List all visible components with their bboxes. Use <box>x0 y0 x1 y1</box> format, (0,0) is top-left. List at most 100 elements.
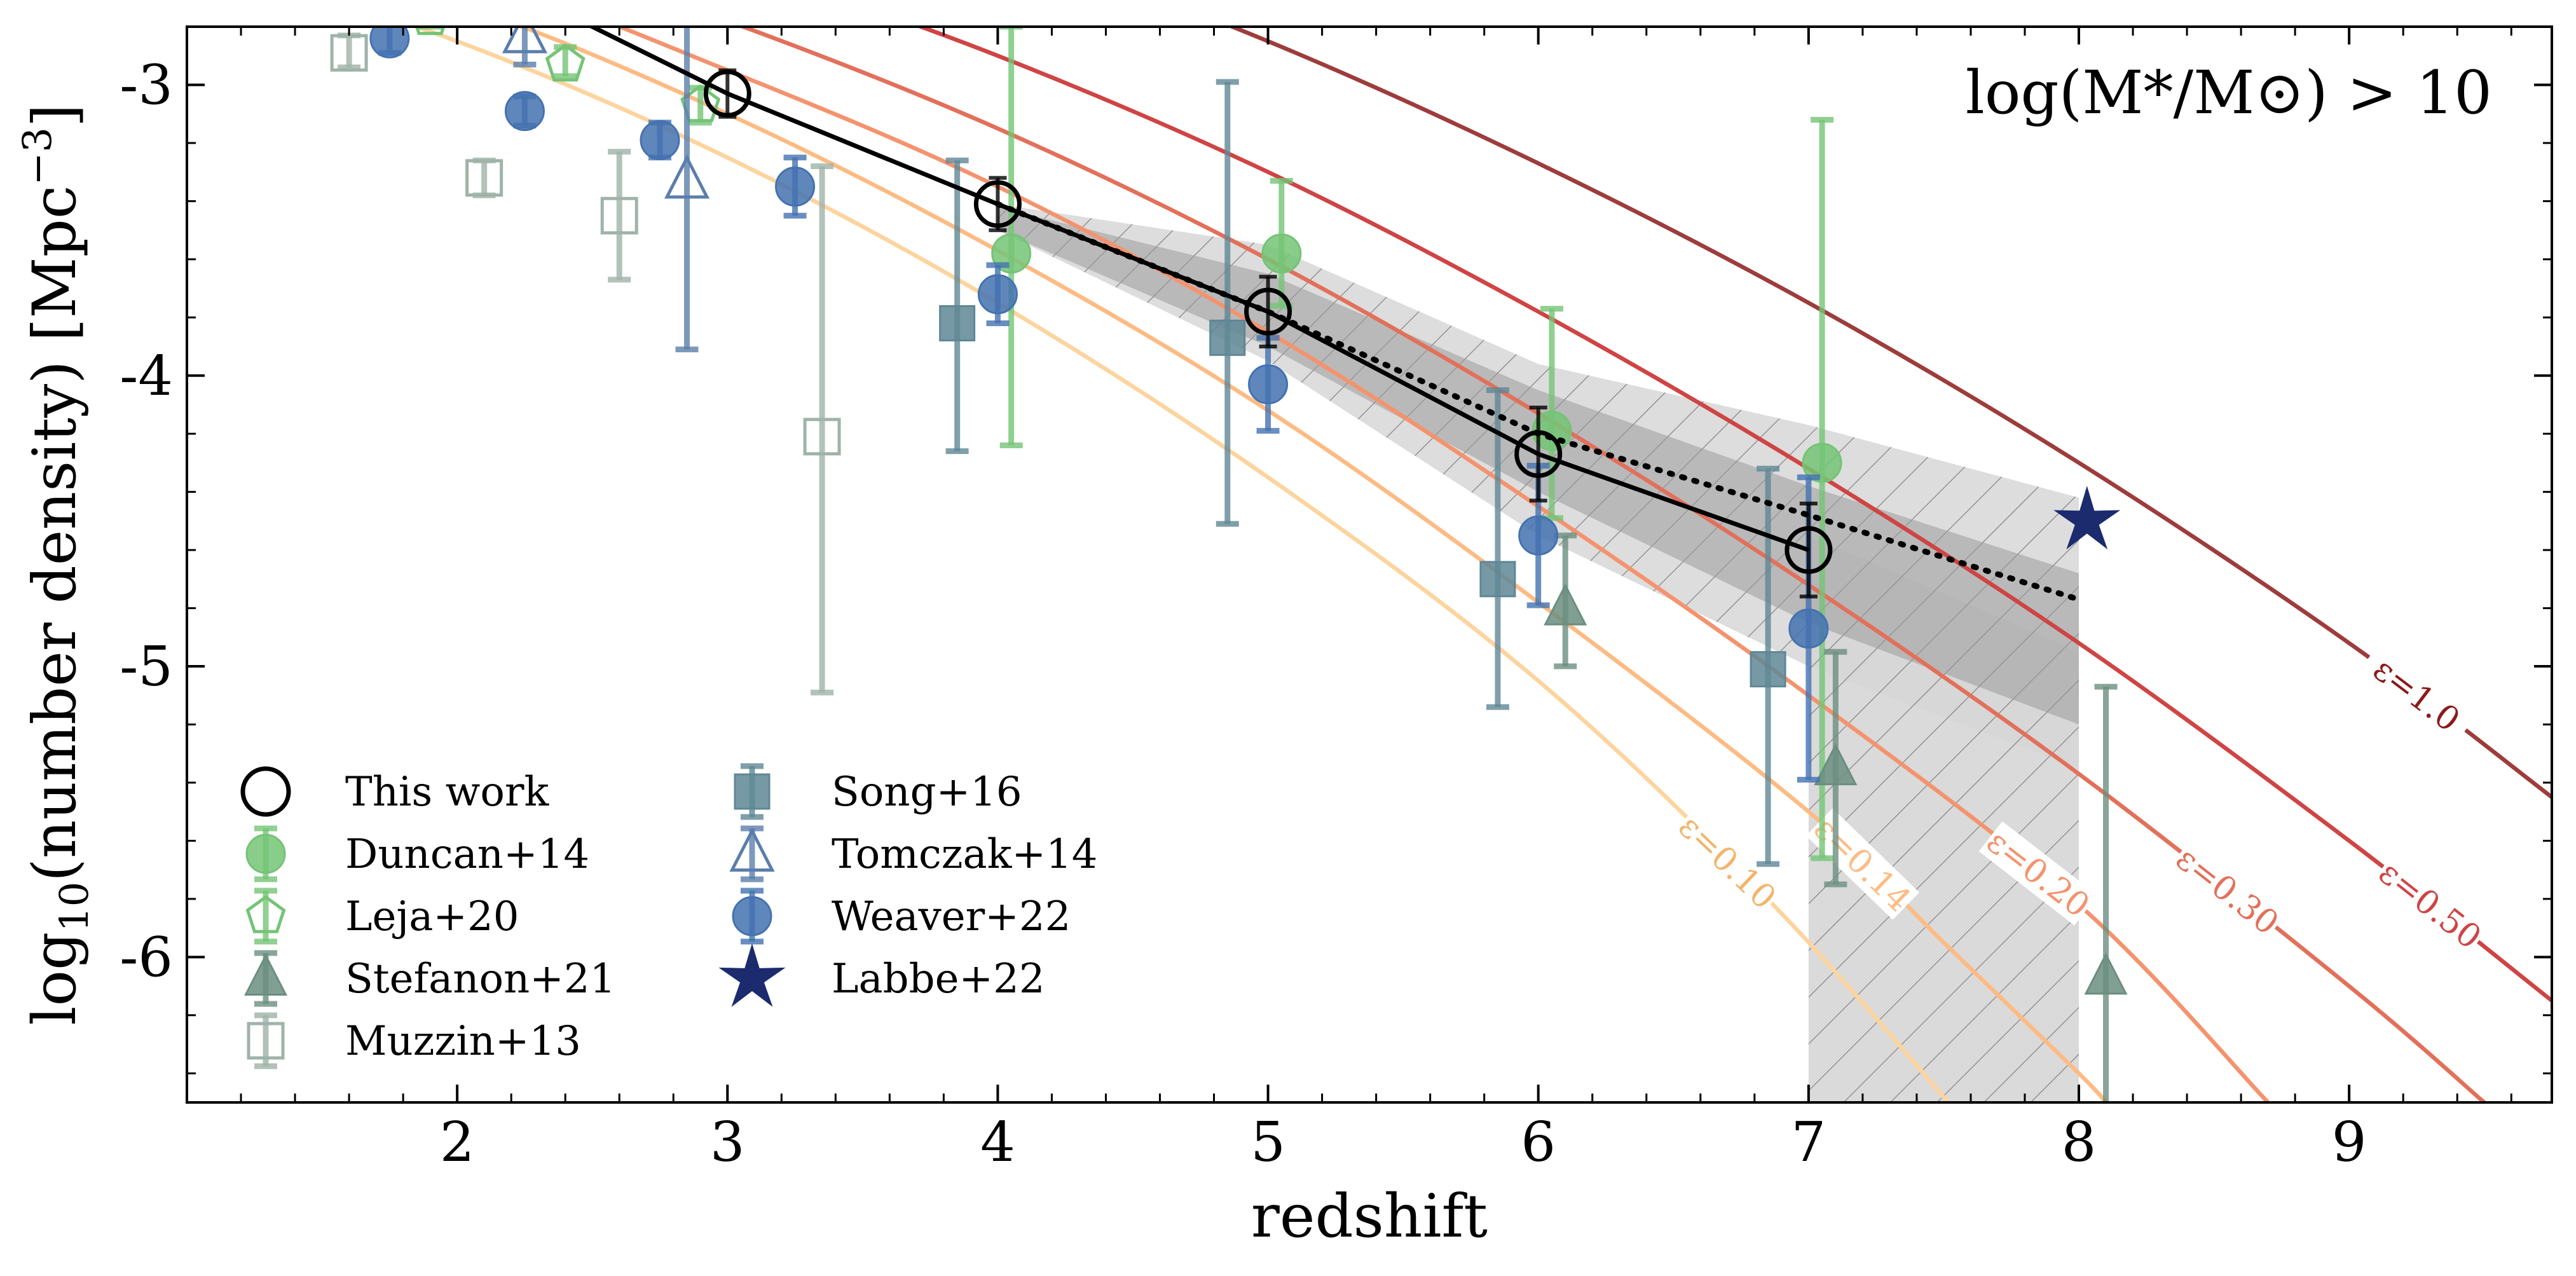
y-axis-title-part: 10 <box>51 882 97 932</box>
y-axis-title: log10(number density) [Mpc−3] <box>14 104 97 1025</box>
x-tick-label: 2 <box>440 1111 475 1174</box>
y-axis-title-part: (number density) [Mpc <box>20 186 90 882</box>
epsilon-label: ε=0.50 <box>2371 854 2488 957</box>
legend-entry: Weaver+22 <box>732 888 1071 945</box>
data-point <box>1750 651 1786 688</box>
data-point <box>1248 364 1289 404</box>
legend-label: Duncan+14 <box>345 831 589 878</box>
legend-label: This work <box>345 769 549 816</box>
uncertainty-bands <box>997 204 2079 1102</box>
legend-entry: Tomczak+14 <box>729 825 1098 882</box>
data-point <box>465 159 504 197</box>
epsilon-label: ε=1.0 <box>2366 650 2467 739</box>
this-work-point <box>1514 430 1563 478</box>
data-point <box>600 196 638 235</box>
data-point <box>939 305 976 341</box>
this-work-error <box>1529 406 1547 503</box>
epsilon-label-bg <box>2168 838 2287 943</box>
y-tick-label: -6 <box>120 926 173 989</box>
legend-marker <box>718 943 786 1007</box>
epsilon-curve: ε=0.30 <box>737 27 2486 1102</box>
series-leja-20 <box>414 27 721 126</box>
legend-marker <box>245 834 286 874</box>
data-point <box>977 274 1018 315</box>
data-point-error <box>418 27 442 30</box>
epsilon-curve-line <box>1226 27 2552 800</box>
data-point <box>2084 952 2128 995</box>
legend-entry: This work <box>240 766 549 817</box>
legend-marker <box>732 896 772 936</box>
this-work-error <box>989 175 1007 233</box>
legend-label: Tomczak+14 <box>832 831 1098 878</box>
data-point <box>1814 743 1858 786</box>
legend-entry: Muzzin+13 <box>247 1012 581 1069</box>
data-point <box>1544 583 1587 626</box>
data-point-error <box>1811 116 1834 861</box>
this-work-point <box>1244 287 1292 336</box>
series-muzzin-13 <box>197 0 841 696</box>
x-tick-label: 5 <box>1250 1111 1285 1174</box>
legend-entry: Leja+20 <box>245 888 519 945</box>
y-axis-title-part: ] <box>20 104 90 127</box>
data-point <box>197 0 231 3</box>
data-point <box>2053 486 2121 550</box>
series-song-16 <box>939 79 1786 867</box>
series-stefanon-21 <box>1544 532 2128 1102</box>
legend-marker <box>247 1022 285 1060</box>
data-point <box>1209 319 1246 356</box>
this-work-error <box>1799 501 1818 599</box>
x-tick-label: 7 <box>1791 1111 1826 1174</box>
legend-marker <box>245 895 286 933</box>
epsilon-curve-line <box>614 27 2270 1102</box>
axis-ticks: 2 3 4 5 6 7 8 9 -3 -4 -5 -6 <box>120 25 2552 1174</box>
x-tick-label: 8 <box>2062 1111 2097 1174</box>
legend: This work Duncan+14 Leja+20 Stefanon+21 Muzz… <box>240 763 1098 1069</box>
data-point <box>1479 561 1516 598</box>
legend-entry: Duncan+14 <box>245 825 589 882</box>
data-point <box>1261 233 1302 274</box>
data-point <box>414 27 446 36</box>
plot-frame <box>186 25 2553 1104</box>
y-tick-label: -3 <box>120 53 173 117</box>
epsilon-curve-line <box>737 27 2486 1102</box>
legend-label: Stefanon+21 <box>345 956 615 1003</box>
data-point-error <box>675 27 699 353</box>
epsilon-label-bg <box>1670 806 1785 917</box>
data-point-error <box>1216 79 1239 527</box>
y-axis-title-part: log <box>20 932 90 1026</box>
data-point <box>640 120 680 160</box>
literature-data-points <box>197 0 2128 1102</box>
data-point <box>330 34 368 72</box>
x-tick-label: 6 <box>1521 1111 1556 1174</box>
data-point <box>664 154 710 199</box>
data-point <box>1802 442 1842 483</box>
legend-label: Labbe+22 <box>832 956 1045 1003</box>
data-point-error <box>608 149 631 283</box>
data-point <box>502 27 548 53</box>
x-tick-label: 4 <box>980 1111 1015 1174</box>
data-point-error <box>811 163 834 696</box>
data-point-error <box>378 0 401 21</box>
series-tomczak-14 <box>243 0 710 353</box>
legend-label: Leja+20 <box>345 893 519 940</box>
series-labbe-22 <box>2053 486 2121 550</box>
legend-marker <box>240 766 291 817</box>
legend-marker <box>244 953 287 996</box>
y-axis-title-part: −3 <box>14 127 60 185</box>
data-point <box>545 43 586 82</box>
data-point-error <box>243 0 266 3</box>
x-tick-label: 9 <box>2332 1111 2367 1174</box>
this-work-point <box>973 180 1022 228</box>
axes-frame <box>186 25 2553 1104</box>
this-work-point <box>703 69 751 118</box>
data-point <box>369 0 409 14</box>
data-point <box>504 91 545 132</box>
data-point-error <box>1486 387 1509 710</box>
data-point-error <box>338 32 361 71</box>
epsilon-curve-line <box>915 27 2552 1003</box>
epsilon-label: ε=0.30 <box>2168 840 2285 943</box>
legend-entry: Song+16 <box>734 763 1022 820</box>
